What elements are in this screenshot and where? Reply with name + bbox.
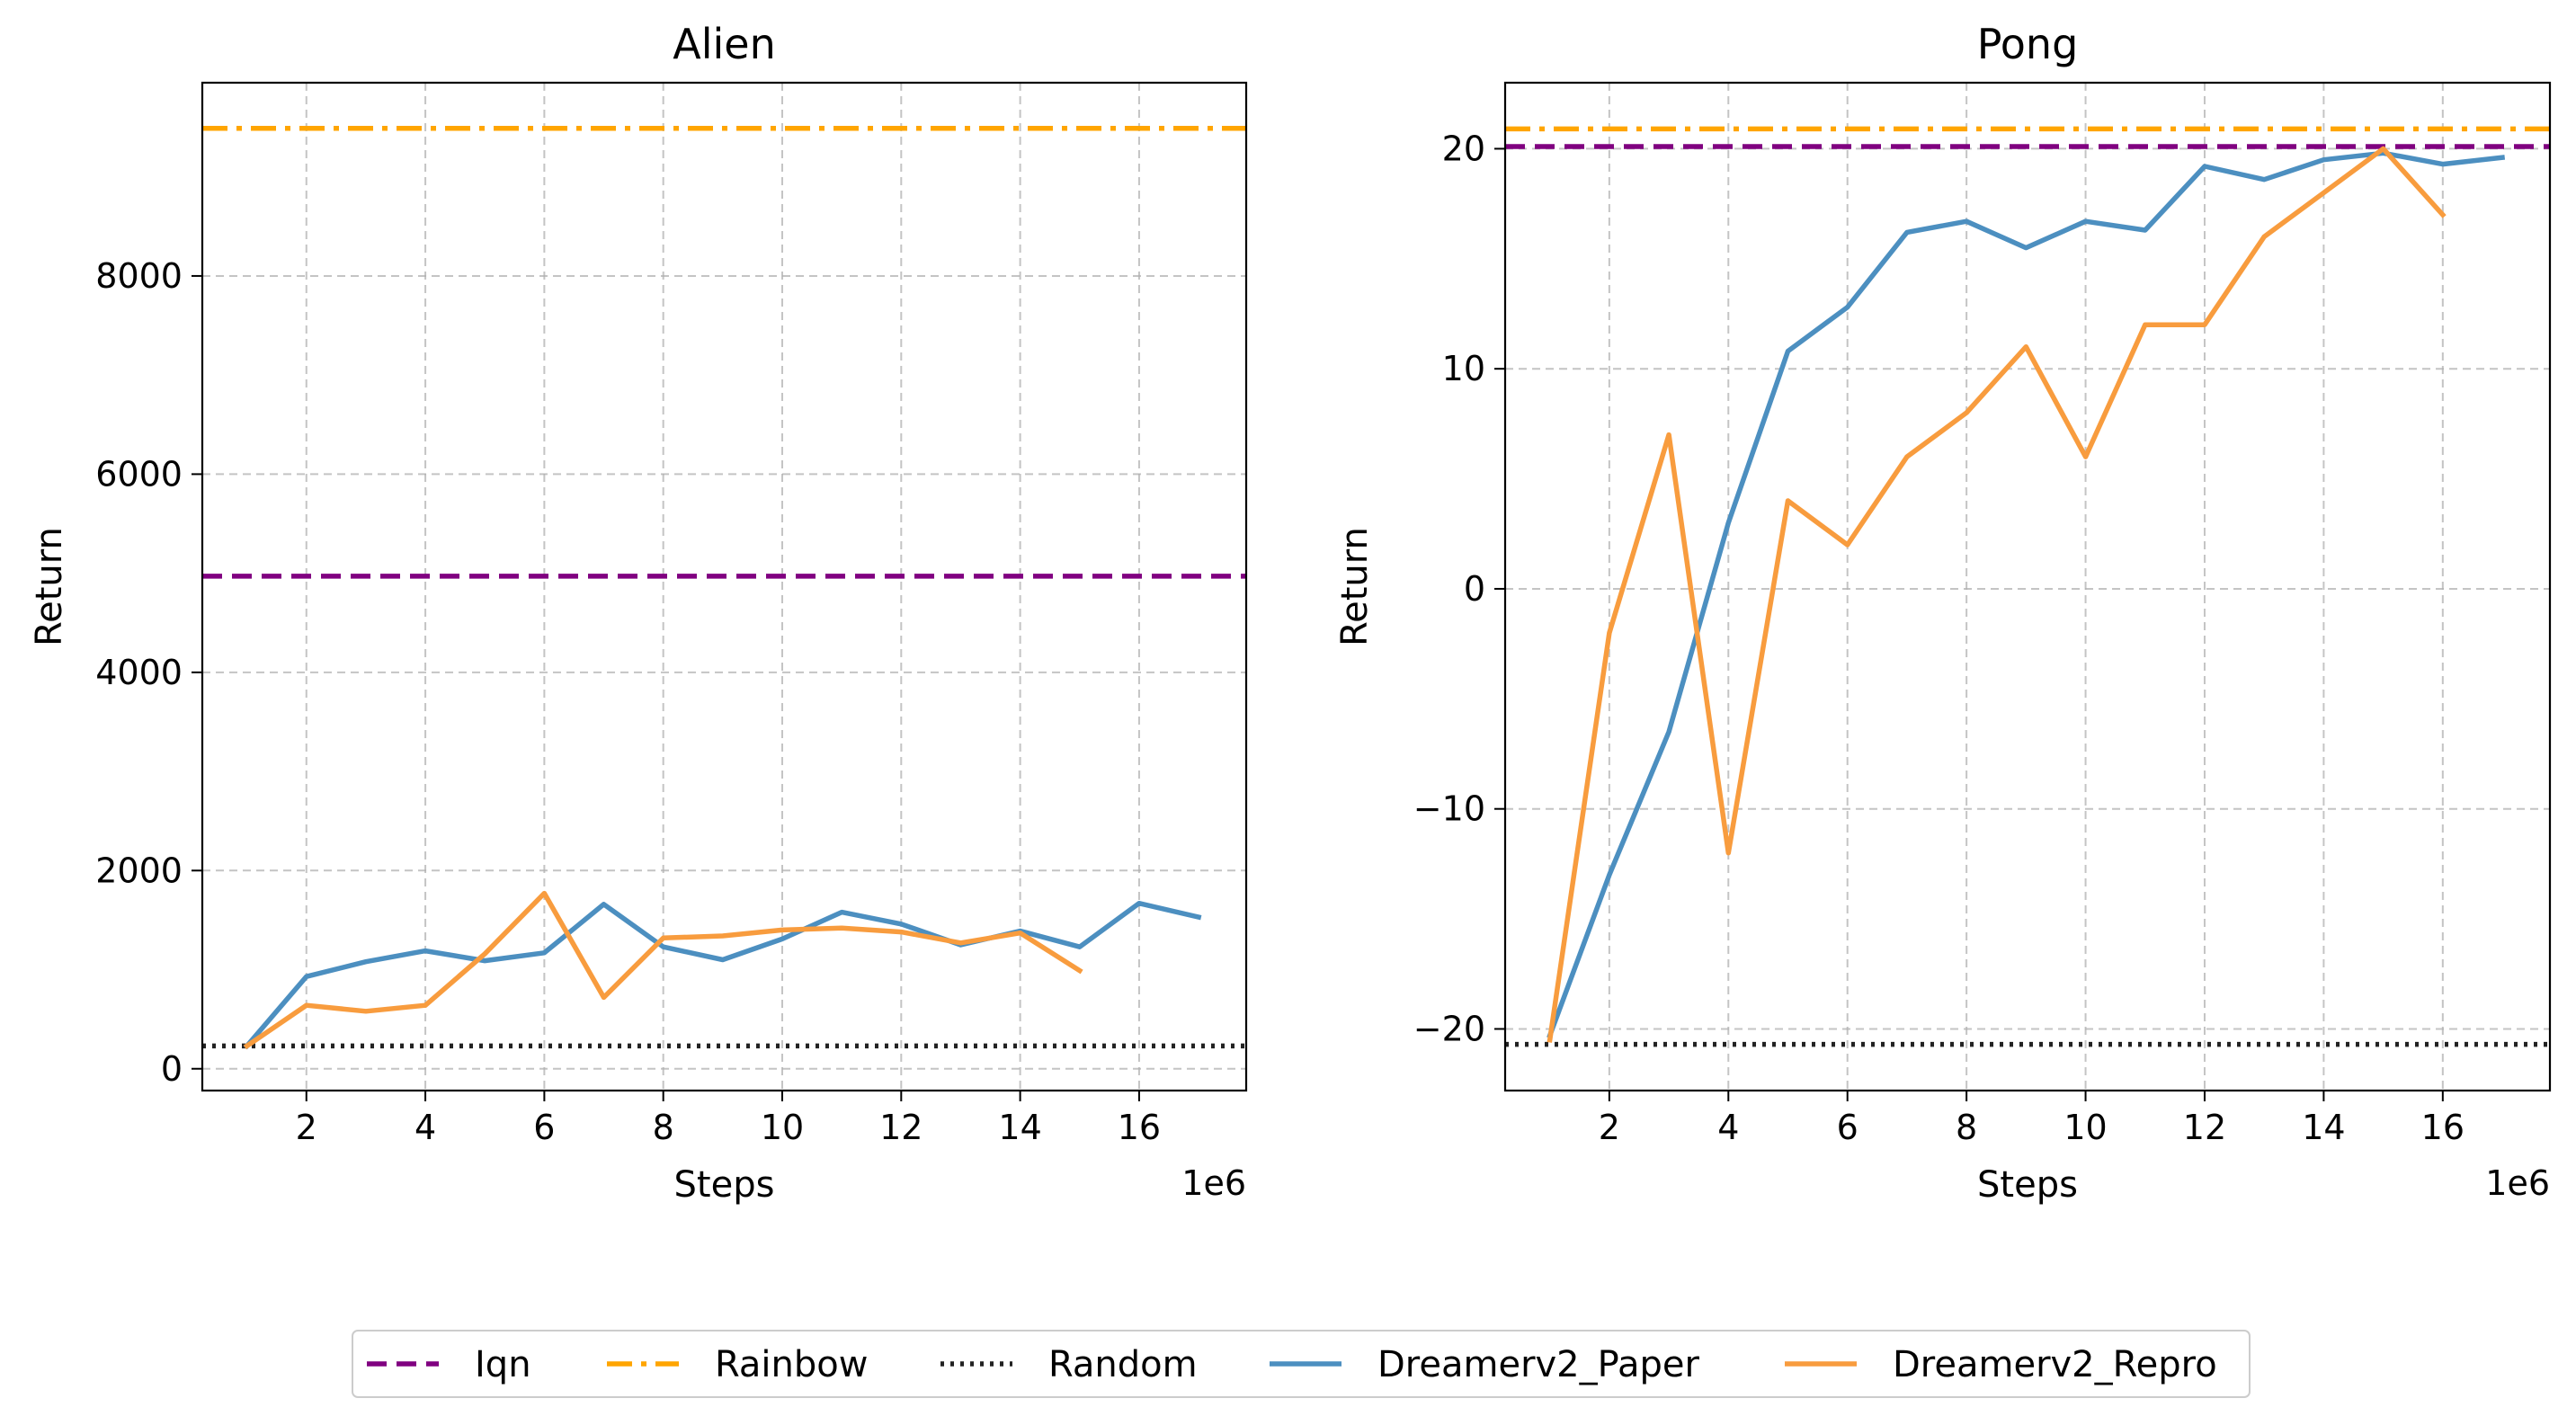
x-tick-label: 14: [2302, 1108, 2345, 1147]
y-tick-label: −10: [1413, 789, 1485, 829]
chart-title: Alien: [673, 20, 775, 68]
x-tick-label: 12: [2183, 1108, 2226, 1147]
y-tick-label: 0: [1464, 569, 1485, 609]
x-tick-label: 6: [1837, 1108, 1858, 1147]
legend-label: Iqn: [475, 1344, 531, 1385]
x-tick-label: 8: [653, 1108, 674, 1147]
x-tick-label: 2: [296, 1108, 317, 1147]
x-tick-label: 4: [414, 1108, 436, 1147]
x-tick-label: 10: [2063, 1108, 2107, 1147]
legend: Iqn Rainbow Random Dreamerv2_Paper Dreamerv2…: [352, 1330, 2251, 1398]
x-offset-label: 1e6: [1181, 1163, 1246, 1203]
legend-label: Dreamerv2_Paper: [1377, 1344, 1699, 1385]
x-tick-label: 10: [761, 1108, 804, 1147]
x-axis-label: Steps: [1977, 1164, 2078, 1206]
plot-frame: [201, 81, 1248, 1092]
x-offset-label: 1e6: [2485, 1163, 2550, 1203]
y-axis-label: Return: [1334, 527, 1376, 646]
x-tick-label: 16: [1118, 1108, 1161, 1147]
y-tick-label: 6000: [95, 454, 183, 494]
y-tick-label: 10: [1442, 349, 1485, 388]
y-tick-label: 0: [161, 1049, 183, 1089]
x-axis-label: Steps: [674, 1164, 775, 1206]
y-tick-label: 4000: [95, 653, 183, 692]
legend-label: Random: [1048, 1344, 1198, 1385]
x-tick-label: 4: [1717, 1108, 1739, 1147]
plot-frame: [1503, 81, 2552, 1092]
y-tick-label: 20: [1442, 129, 1485, 168]
chart-title: Pong: [1977, 20, 2079, 68]
x-tick-label: 2: [1599, 1108, 1620, 1147]
x-tick-label: 8: [1956, 1108, 1977, 1147]
y-tick-label: −20: [1413, 1009, 1485, 1048]
y-axis-label: Return: [29, 527, 70, 646]
x-tick-label: 12: [879, 1108, 923, 1147]
plot-data: [202, 125, 1246, 1050]
chart-panel-alien: 2 4 6 8 10 12 14 16 0 2000 4000 6000 8000 1e6 Steps Ret…: [29, 20, 1248, 1206]
series-line-dreamerv2_repro: [1546, 146, 2447, 1043]
chart-panel-pong: 2 4 6 8 10 12 14 16 −20 −10 0 10 20 1e6 Steps Return Pon…: [1334, 20, 2552, 1206]
x-tick-label: 14: [998, 1108, 1041, 1147]
legend-label: Dreamerv2_Repro: [1893, 1344, 2217, 1385]
x-tick-label: 6: [533, 1108, 555, 1147]
x-tick-label: 16: [2421, 1108, 2465, 1147]
y-tick-label: 8000: [95, 256, 183, 296]
series-line-dreamerv2_repro: [243, 890, 1083, 1050]
plot-data: [1505, 126, 2550, 1047]
series-line-dreamerv2_paper: [243, 900, 1202, 1050]
y-tick-label: 2000: [95, 851, 183, 890]
legend-label: Rainbow: [715, 1344, 868, 1385]
